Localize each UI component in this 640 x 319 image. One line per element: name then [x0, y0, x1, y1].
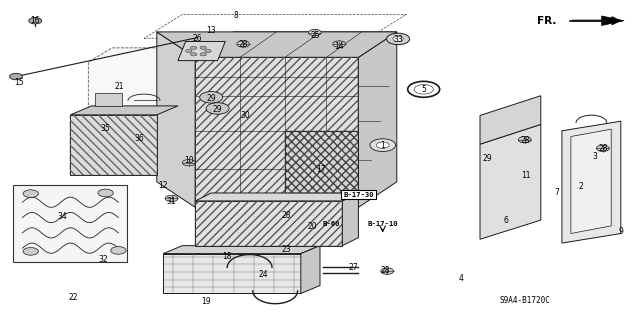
Polygon shape: [13, 185, 127, 262]
Polygon shape: [195, 57, 358, 207]
Text: 14: 14: [334, 42, 344, 51]
Text: 33: 33: [393, 35, 403, 44]
Text: 28: 28: [381, 266, 390, 275]
Text: 21: 21: [115, 82, 124, 91]
Text: 20: 20: [307, 222, 317, 231]
Text: 28: 28: [282, 211, 291, 220]
Circle shape: [191, 53, 197, 56]
Circle shape: [237, 41, 250, 47]
Circle shape: [200, 53, 206, 56]
Text: 26: 26: [192, 34, 202, 43]
Text: 34: 34: [58, 212, 68, 221]
Polygon shape: [602, 16, 624, 26]
Circle shape: [186, 49, 192, 53]
Text: 7: 7: [554, 189, 559, 197]
Polygon shape: [157, 32, 397, 57]
Circle shape: [23, 248, 38, 255]
Circle shape: [98, 189, 113, 197]
Circle shape: [333, 41, 346, 47]
Polygon shape: [95, 93, 122, 106]
Circle shape: [165, 195, 178, 202]
Circle shape: [376, 142, 389, 148]
Text: 28: 28: [520, 136, 529, 145]
Circle shape: [200, 46, 206, 49]
Text: 25: 25: [310, 31, 320, 40]
Polygon shape: [88, 48, 216, 112]
Text: 18: 18: [223, 252, 232, 261]
Text: 28: 28: [598, 144, 607, 153]
Text: 1: 1: [380, 141, 385, 150]
Circle shape: [393, 36, 403, 41]
Polygon shape: [480, 96, 541, 144]
Text: 13: 13: [206, 26, 216, 35]
Text: 12: 12: [159, 181, 168, 189]
Circle shape: [29, 18, 42, 24]
Text: 29: 29: [206, 94, 216, 103]
Text: 30: 30: [240, 111, 250, 120]
Circle shape: [191, 46, 197, 49]
FancyArrowPatch shape: [572, 18, 619, 24]
Polygon shape: [163, 246, 320, 254]
Circle shape: [200, 92, 223, 103]
Circle shape: [111, 247, 126, 254]
Text: 4: 4: [458, 274, 463, 283]
Circle shape: [381, 268, 394, 274]
Text: 8: 8: [233, 11, 238, 20]
Polygon shape: [195, 201, 342, 246]
Text: 10: 10: [184, 156, 194, 165]
Text: 11: 11: [522, 171, 531, 180]
Text: 29: 29: [212, 105, 223, 114]
Circle shape: [23, 190, 38, 197]
Circle shape: [182, 160, 195, 166]
Polygon shape: [157, 32, 195, 207]
Text: 15: 15: [14, 78, 24, 87]
Polygon shape: [70, 115, 157, 175]
Text: 28: 28: [239, 40, 248, 48]
Text: B-17-30: B-17-30: [343, 192, 374, 197]
Polygon shape: [480, 124, 541, 239]
Text: 6: 6: [503, 216, 508, 225]
Circle shape: [205, 49, 211, 53]
Circle shape: [596, 145, 609, 152]
Polygon shape: [70, 106, 178, 115]
Text: S9A4-B1720C: S9A4-B1720C: [499, 296, 550, 305]
Text: 29: 29: [483, 154, 493, 163]
Text: 36: 36: [134, 134, 145, 143]
Text: 2: 2: [579, 182, 584, 191]
Text: 5: 5: [421, 85, 426, 94]
Circle shape: [370, 139, 396, 152]
Text: 19: 19: [201, 297, 211, 306]
Polygon shape: [178, 41, 225, 61]
Polygon shape: [358, 32, 397, 207]
Polygon shape: [285, 131, 358, 193]
Polygon shape: [195, 32, 397, 57]
Text: 3: 3: [593, 152, 598, 161]
Polygon shape: [195, 193, 358, 201]
Text: 35: 35: [100, 124, 111, 133]
Text: 24: 24: [259, 270, 269, 279]
Circle shape: [206, 103, 229, 114]
Text: 27: 27: [348, 263, 358, 272]
Text: 16: 16: [30, 16, 40, 25]
Polygon shape: [571, 129, 611, 234]
Text: 9: 9: [618, 227, 623, 236]
Text: 32: 32: [99, 256, 109, 264]
Polygon shape: [301, 246, 320, 293]
Text: 23: 23: [282, 245, 292, 254]
Polygon shape: [562, 121, 621, 243]
Polygon shape: [342, 193, 358, 246]
Text: 31: 31: [166, 197, 177, 206]
Circle shape: [387, 33, 410, 45]
Text: B-60: B-60: [323, 221, 340, 227]
Circle shape: [10, 73, 22, 80]
Text: 22: 22: [69, 293, 78, 302]
Text: FR.: FR.: [538, 16, 557, 26]
Text: B-17-10: B-17-10: [367, 221, 398, 227]
Text: 17: 17: [316, 165, 326, 174]
Circle shape: [308, 29, 321, 36]
Circle shape: [518, 137, 531, 143]
Polygon shape: [163, 254, 301, 293]
Circle shape: [414, 85, 433, 94]
